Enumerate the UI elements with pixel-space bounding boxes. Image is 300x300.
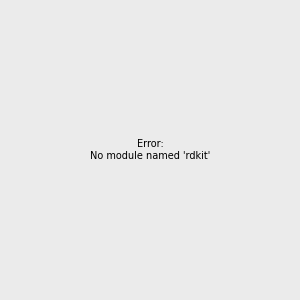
Text: Error:
No module named 'rdkit': Error: No module named 'rdkit' [90, 139, 210, 161]
